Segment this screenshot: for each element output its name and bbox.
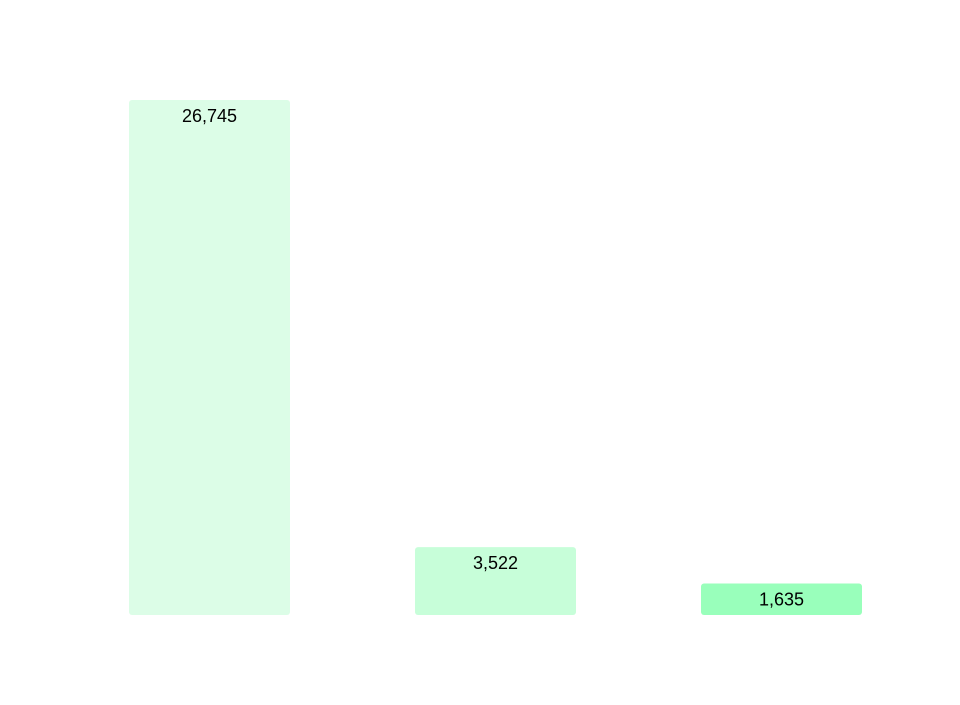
bar: [129, 100, 290, 615]
bar: [415, 547, 576, 615]
value-label: 1,635: [759, 589, 804, 609]
bar: [701, 583, 862, 615]
value-label: 26,745: [182, 106, 237, 126]
value-label: 3,522: [473, 553, 518, 573]
